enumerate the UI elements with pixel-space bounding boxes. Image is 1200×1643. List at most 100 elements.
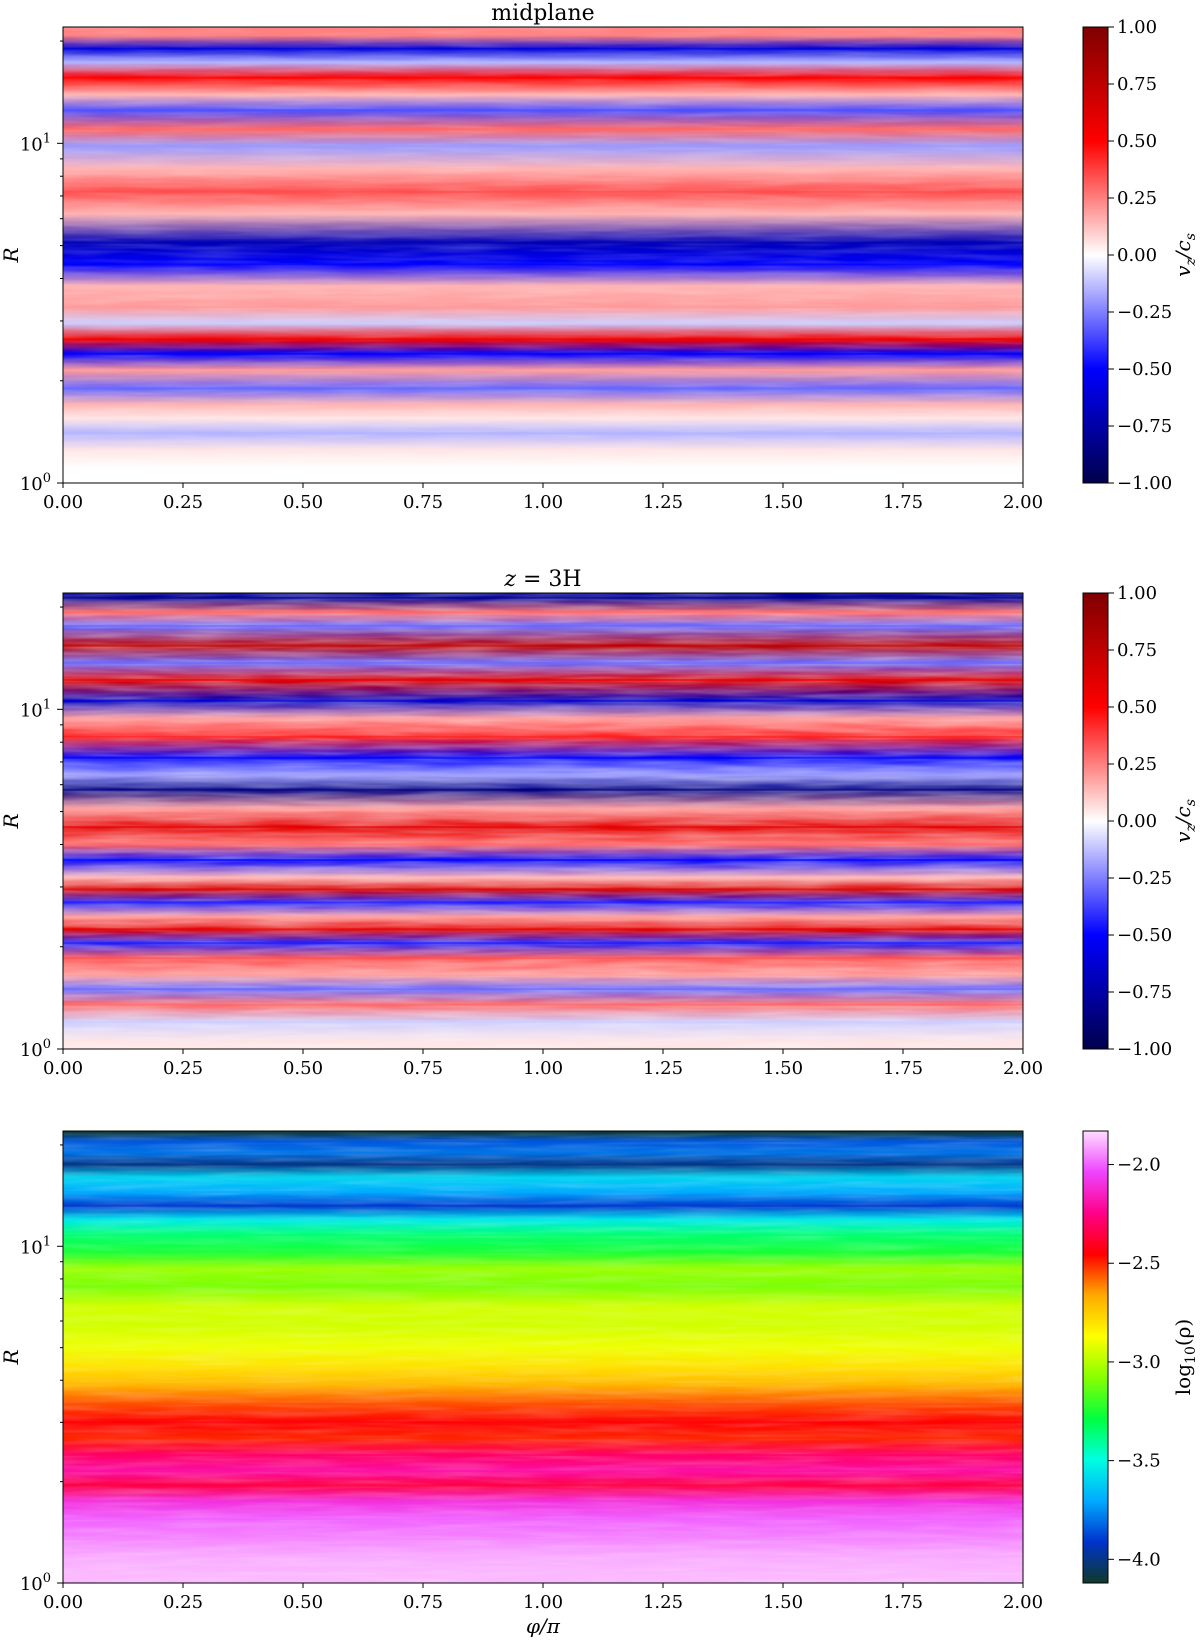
x-tick-label: 0.50 [283, 492, 323, 513]
colorbar-tick-label: −3.0 [1117, 1352, 1161, 1373]
colorbar-tick-label: −0.50 [1117, 359, 1172, 380]
heatmap-band-17 [63, 1382, 1023, 1385]
y-tick-label: 101 [20, 131, 51, 155]
heatmap-2 [63, 593, 1023, 1049]
heatmap-texture [63, 1131, 1023, 1583]
colorbar-tick-label: 0.50 [1117, 697, 1157, 718]
heatmap-band-21 [63, 403, 1023, 406]
x-tick-label: 0.25 [163, 1058, 203, 1079]
heatmap-band-2 [63, 611, 1023, 614]
heatmap-band-2 [63, 47, 1023, 50]
colorbar-2: 1.00 0.75 0.50 0.25 0.00 −0.25 −0.50 −0.75 −1.00… [1082, 583, 1199, 1060]
colorbar-tick-label: −0.25 [1117, 868, 1172, 889]
colorbar-3: −2.0 −2.5 −3.0 −3.5 −4.0 log10(ρ) [1082, 1130, 1199, 1584]
y-axis-label: R [0, 1349, 23, 1365]
x-tick-label: 1.75 [883, 1592, 923, 1613]
panel-1: 0.00 0.25 0.50 0.75 1.00 1.25 1.50 1.75 2.00 100 1… [0, 1, 1199, 513]
heatmap-band-6 [63, 1190, 1023, 1193]
x-tick-label: 0.75 [403, 1058, 443, 1079]
heatmap-band-17 [63, 876, 1023, 879]
heatmap-band-1 [63, 596, 1023, 599]
heatmap-band-10 [63, 756, 1023, 759]
heatmap-band-16 [63, 1365, 1023, 1368]
x-tick-label: 0.50 [283, 1592, 323, 1613]
heatmap-band-7 [63, 1204, 1023, 1207]
heatmap-band-9 [63, 735, 1023, 738]
x-tick-label: 1.00 [523, 492, 563, 513]
heatmap-band-27 [63, 1555, 1023, 1558]
heatmap-band-21 [63, 1453, 1023, 1456]
heatmap-band-13 [63, 1306, 1023, 1309]
colorbar-tick-label: 0.25 [1117, 754, 1157, 775]
heatmap-band-4 [63, 1163, 1023, 1166]
heatmap-band-14 [63, 285, 1023, 288]
panel-title: z = 3H [503, 567, 581, 592]
panel-3: 0.00 0.25 0.50 0.75 1.00 1.25 1.50 1.75 2.00 100 1… [0, 1130, 1199, 1638]
x-tick-label: 2.00 [1003, 1058, 1043, 1079]
heatmap-band-15 [63, 843, 1023, 846]
heatmap-band-18 [63, 888, 1023, 891]
x-tick-label: 0.75 [403, 1592, 443, 1613]
colorbar-tick-label: 0.00 [1117, 811, 1157, 832]
heatmap-band-19 [63, 901, 1023, 904]
x-tick-label: 1.00 [523, 1592, 563, 1613]
heatmap-texture [63, 27, 1023, 483]
heatmap-band-16 [63, 859, 1023, 862]
x-tick-label: 0.25 [163, 492, 203, 513]
heatmap-band-16 [63, 322, 1023, 325]
heatmap-band-15 [63, 305, 1023, 308]
heatmap-band-22 [63, 1470, 1023, 1473]
heatmap-band-3 [63, 61, 1023, 64]
heatmap-band-15 [63, 1346, 1023, 1349]
colorbar-label: vz/cs [1171, 233, 1199, 277]
y-tick-label: 101 [20, 1234, 51, 1258]
colorbar-tick-label: 0.50 [1117, 131, 1157, 152]
heatmap-band-26 [63, 1003, 1023, 1006]
colorbar-tick-label: −1.00 [1117, 1039, 1172, 1060]
x-tick-label: 1.50 [763, 492, 803, 513]
heatmap-texture [63, 593, 1023, 1049]
colorbar-tick-label: 0.25 [1117, 188, 1157, 209]
colorbar-1: 1.00 0.75 0.50 0.25 0.00 −0.25 −0.50 −0.75 −1.00… [1082, 17, 1199, 494]
heatmap-band-22 [63, 942, 1023, 945]
panel-title: midplane [491, 1, 594, 26]
heatmap-band-6 [63, 678, 1023, 681]
colorbar-tick-label: −0.50 [1117, 925, 1172, 946]
heatmap-band-10 [63, 190, 1023, 193]
heatmap-band-4 [63, 76, 1023, 79]
colorbar-scale [1082, 1130, 1109, 1584]
heatmap-band-25 [63, 1517, 1023, 1520]
x-tick-label: 1.25 [643, 492, 683, 513]
x-tick-label: 1.50 [763, 1592, 803, 1613]
colorbar-tick-label: −0.75 [1117, 982, 1172, 1003]
heatmap-band-11 [63, 1267, 1023, 1270]
heatmap-band-7 [63, 128, 1023, 131]
heatmap-band-24 [63, 974, 1023, 977]
heatmap-band-21 [63, 928, 1023, 931]
colorbar-tick-label: 0.75 [1117, 74, 1157, 95]
heatmap-band-24 [63, 1500, 1023, 1503]
heatmap-band-4 [63, 644, 1023, 647]
heatmap-band-1 [63, 1131, 1023, 1134]
heatmap-band-18 [63, 1403, 1023, 1406]
heatmap-3 [63, 1131, 1023, 1583]
heatmap-band-24 [63, 449, 1023, 452]
heatmap-band-17 [63, 338, 1023, 341]
x-tick-label: 1.25 [643, 1592, 683, 1613]
heatmap-band-1 [63, 34, 1023, 37]
heatmap-band-20 [63, 1436, 1023, 1439]
heatmap-band-14 [63, 1324, 1023, 1327]
colorbar-tick-label: −2.0 [1117, 1155, 1161, 1176]
heatmap-band-23 [63, 432, 1023, 435]
heatmap-band-8 [63, 145, 1023, 148]
heatmap-band-20 [63, 915, 1023, 918]
heatmap-band-7 [63, 699, 1023, 702]
heatmap-band-5 [63, 93, 1023, 96]
x-axis-label: φ/π [526, 1614, 561, 1638]
heatmap-band-9 [63, 168, 1023, 171]
heatmap-band-19 [63, 369, 1023, 372]
colorbar-tick-label: −1.00 [1117, 473, 1172, 494]
y-tick-label: 100 [20, 1571, 51, 1595]
heatmap-band-13 [63, 807, 1023, 810]
